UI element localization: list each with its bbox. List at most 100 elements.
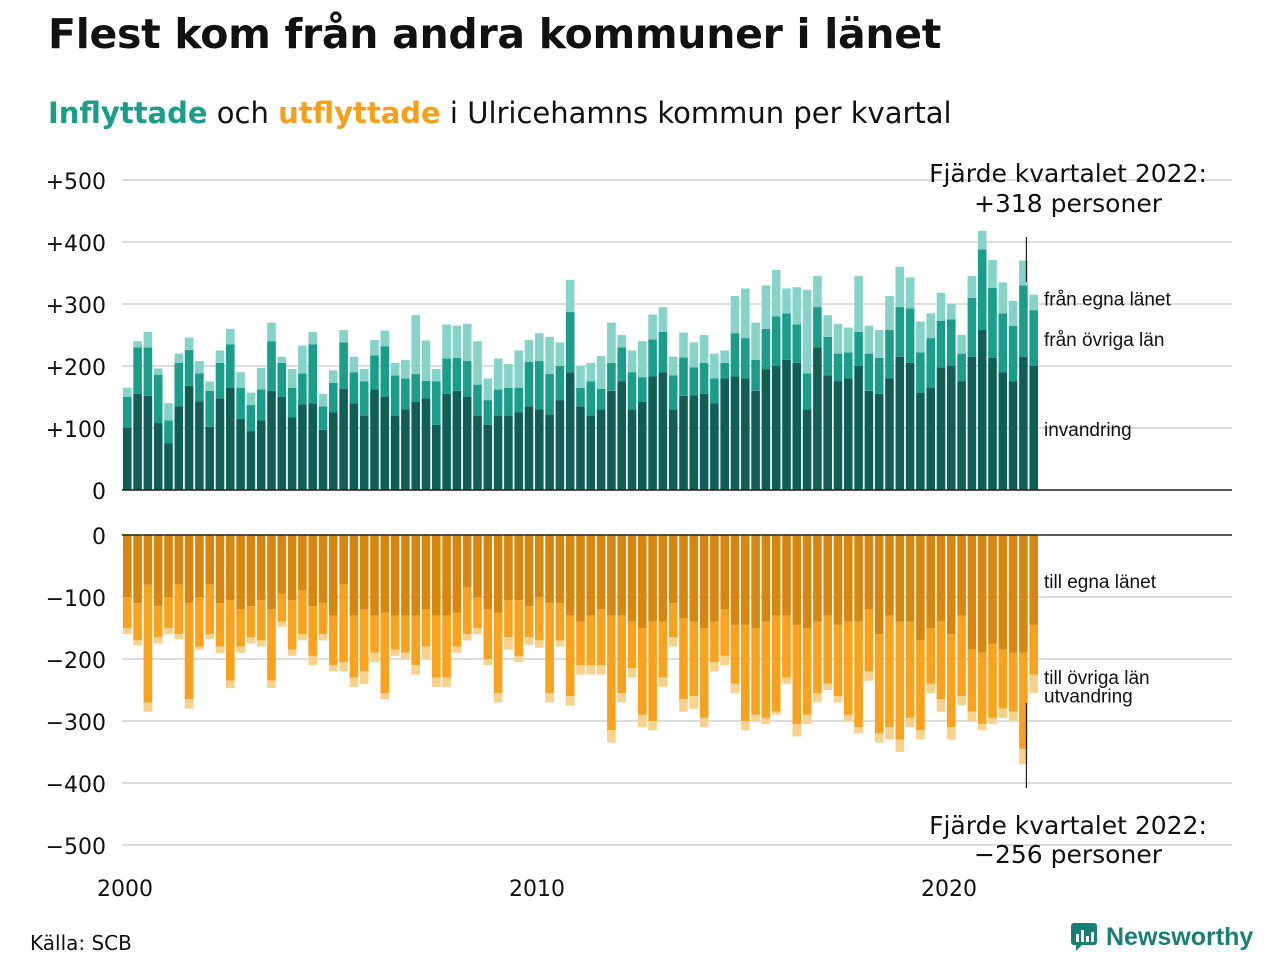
bar-in-invandring: [308, 331, 317, 345]
bar-out-utvandring: [648, 721, 657, 731]
bar-in-ovriga: [298, 373, 307, 405]
bar-out-ovriga: [936, 621, 946, 700]
bar-in-invandring: [741, 288, 750, 339]
bar-in-ovriga: [710, 378, 719, 404]
bar-in-ovriga: [802, 373, 812, 410]
bar-out-utvandring: [823, 683, 832, 690]
bar-in-invandring: [226, 328, 235, 345]
bar-out-egna: [256, 535, 266, 601]
bar-out-utvandring: [905, 717, 915, 728]
bar-out-utvandring: [411, 665, 420, 675]
bar-in-ovriga: [277, 362, 287, 397]
bar-out-ovriga: [184, 603, 194, 700]
bar-out-egna: [638, 535, 647, 628]
bar-in-ovriga: [432, 381, 441, 425]
bar-out-ovriga: [287, 600, 297, 650]
bar-in-invandring: [813, 276, 822, 308]
bar-out-egna: [1019, 535, 1028, 653]
bar-out-utvandring: [998, 708, 1008, 718]
bar-in-egna: [390, 415, 400, 490]
bar-out-ovriga: [586, 615, 596, 666]
bar-out-ovriga: [462, 587, 472, 635]
bar-in-invandring: [493, 358, 503, 390]
bar-out-utvandring: [720, 655, 729, 666]
bar-out-egna: [493, 535, 503, 613]
bar-out-utvandring: [267, 680, 276, 689]
bar-in-invandring: [555, 342, 565, 366]
bar-in-ovriga: [782, 313, 791, 360]
bar-in-ovriga: [308, 344, 317, 404]
bar-out-ovriga: [844, 621, 853, 715]
y-tick-label-lower: −300: [46, 711, 106, 736]
bar-in-ovriga: [535, 361, 544, 410]
bar-in-ovriga: [514, 387, 523, 413]
bar-in-invandring: [730, 295, 740, 334]
bar-out-egna: [916, 535, 925, 641]
bar-out-ovriga: [668, 603, 678, 638]
bar-out-egna: [741, 535, 750, 625]
bar-in-invandring: [153, 368, 163, 375]
bar-out-ovriga: [967, 649, 977, 712]
bar-out-egna: [586, 535, 596, 616]
bar-in-invandring: [627, 350, 637, 373]
bar-in-egna: [277, 397, 287, 490]
bar-in-ovriga: [184, 349, 194, 386]
bar-in-ovriga: [380, 346, 390, 397]
bar-in-ovriga: [813, 307, 822, 348]
bar-in-egna: [359, 415, 369, 490]
y-tick-label-lower: 0: [92, 525, 106, 550]
bar-out-egna: [545, 535, 554, 604]
bar-in-invandring: [1019, 260, 1028, 286]
bar-in-invandring: [298, 345, 307, 374]
subtitle-inflyttade: Inflyttade: [48, 96, 208, 130]
bar-in-egna: [967, 356, 977, 490]
bar-out-egna: [442, 535, 451, 616]
bar-in-invandring: [442, 324, 451, 359]
bar-out-egna: [885, 535, 894, 616]
bar-out-egna: [174, 535, 184, 585]
bar-in-ovriga: [555, 366, 565, 401]
bar-out-egna: [555, 535, 565, 604]
bar-out-utvandring: [864, 671, 874, 681]
bar-out-egna: [679, 535, 688, 619]
bar-out-ovriga: [308, 606, 317, 656]
bar-out-ovriga: [473, 597, 482, 628]
bar-out-utvandring: [401, 652, 410, 659]
bar-out-ovriga: [370, 615, 379, 653]
chart-title: Flest kom från andra kommuner i länet: [48, 10, 942, 58]
bar-out-egna: [359, 535, 369, 610]
bar-out-egna: [751, 535, 760, 628]
bar-in-egna: [514, 412, 523, 490]
bar-out-utvandring: [524, 637, 534, 645]
bar-out-ovriga: [1019, 652, 1028, 749]
bar-in-egna: [143, 395, 153, 490]
bar-out-egna: [421, 535, 431, 610]
bar-in-egna: [164, 443, 173, 490]
bar-in-egna: [442, 393, 451, 490]
bar-in-ovriga: [627, 372, 637, 410]
bar-in-ovriga: [411, 374, 420, 402]
bar-out-egna: [411, 535, 420, 616]
bar-out-ovriga: [483, 609, 493, 659]
bar-out-egna: [730, 535, 740, 625]
bar-in-egna: [123, 428, 132, 490]
bar-out-egna: [236, 535, 245, 610]
bar-in-ovriga: [143, 347, 153, 396]
bar-out-egna: [988, 535, 997, 644]
bar-in-ovriga: [926, 338, 935, 388]
bar-out-utvandring: [947, 727, 956, 740]
bar-out-egna: [473, 535, 482, 597]
bar-out-egna: [390, 535, 400, 616]
bar-in-ovriga: [895, 307, 905, 357]
bar-in-egna: [462, 397, 472, 490]
bar-in-invandring: [885, 295, 894, 331]
bar-in-invandring: [565, 279, 575, 313]
bar-in-egna: [174, 406, 184, 490]
bar-in-egna: [493, 415, 503, 490]
bar-out-egna: [308, 535, 317, 607]
bar-in-ovriga: [524, 361, 534, 407]
bar-out-egna: [823, 535, 832, 616]
bar-out-ovriga: [236, 609, 245, 647]
bar-out-egna: [370, 535, 379, 616]
bar-in-ovriga: [854, 331, 863, 366]
